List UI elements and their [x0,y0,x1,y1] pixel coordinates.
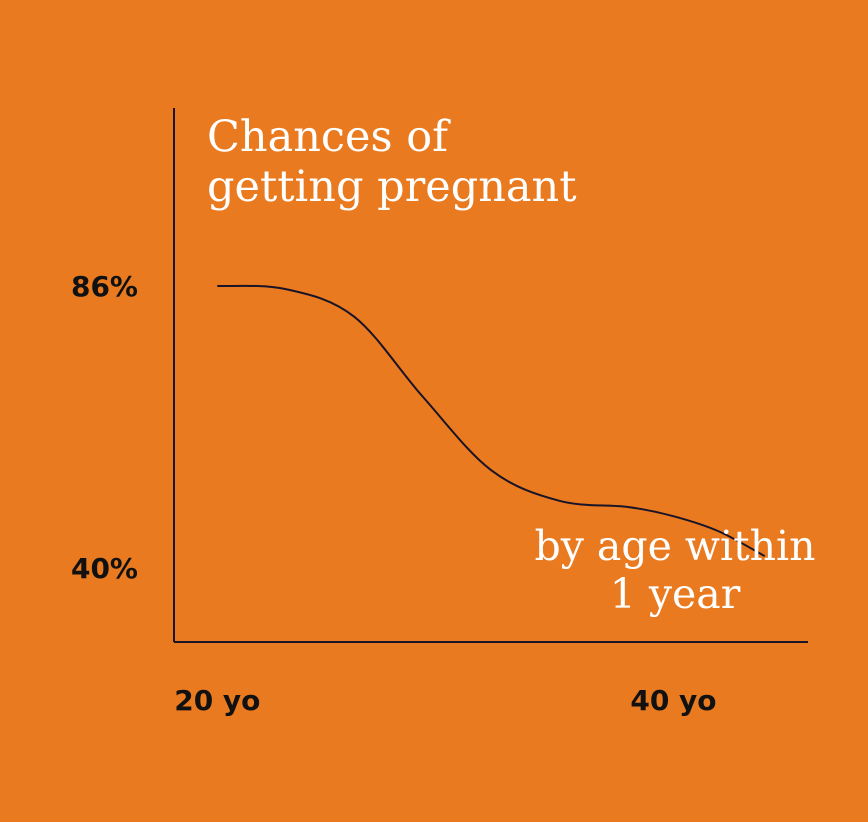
chart-title: Chances of getting pregnant [207,112,577,212]
chart-subtitle-line-2: 1 year [609,570,741,618]
chart-subtitle: by age within 1 year [520,522,830,618]
y-tick-label-40: 40% [70,551,138,585]
chart-title-line-2: getting pregnant [207,162,577,212]
series-line [217,284,766,557]
x-tick-label-40: 40 yo [630,683,717,717]
chart-subtitle-line-1: by age within [534,522,816,570]
y-tick-label-86: 86% [70,269,138,303]
x-tick-label-20: 20 yo [174,683,261,717]
chart-title-line-1: Chances of [207,112,448,162]
